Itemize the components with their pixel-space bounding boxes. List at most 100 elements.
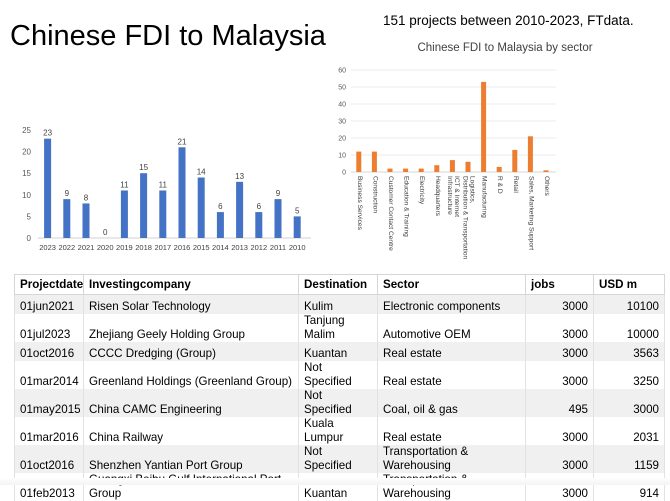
sector-bar <box>449 160 455 172</box>
table-cell: CCCC Dredging (Group) <box>83 342 299 361</box>
year-bar <box>197 177 205 238</box>
table-row: 01mar2016 China Railway Kuala Lumpur Real e… <box>14 417 665 445</box>
table-row: 01oct2016 Shenzhen Yantian Port Group Not … <box>14 445 665 473</box>
fdi-by-sector-chart: 0 10 20 30 40 50 60 Business Services Constructi… <box>338 68 556 260</box>
sector-x-tick-label: Headquarters <box>434 176 441 217</box>
year-bar <box>120 190 128 238</box>
sector-bar <box>527 136 533 172</box>
slide-subtitle: 151 projects between 2010-2023, FTdata. <box>383 13 634 28</box>
year-x-tick-label: 2019 <box>116 243 133 252</box>
sector-bar <box>434 165 440 172</box>
year-x-tick-label: 2011 <box>270 243 286 252</box>
sector-x-tick-label-line: Infrastructure <box>446 176 453 215</box>
table-cell: 01jun2021 <box>14 294 84 314</box>
table-cell: Real estate <box>377 417 526 445</box>
year-bar <box>216 212 224 238</box>
year-bar-data-label: 6 <box>257 202 262 211</box>
table-cell: Shenzhen Yantian Port Group <box>83 445 299 473</box>
table-cell: Electronic components <box>377 294 526 314</box>
table-cell: 3250 <box>593 361 665 389</box>
table-cell: 3000 <box>525 294 594 314</box>
col-header-investingcompany: Investingcompany <box>83 274 299 295</box>
table-cell: Kulim <box>298 294 378 314</box>
year-bar <box>274 199 282 238</box>
year-y-tick-label: 5 <box>27 212 32 221</box>
year-x-tick-label: 2018 <box>135 243 152 252</box>
year-bar-data-label: 11 <box>120 180 129 189</box>
table-cell: Not Specified <box>298 361 378 389</box>
table-cell: 2031 <box>593 417 665 445</box>
table-cell: Coal, oil & gas <box>377 389 526 417</box>
year-x-tick-label: 2015 <box>193 243 210 252</box>
table-cell: 3000 <box>525 314 594 342</box>
year-bar <box>178 147 186 238</box>
sector-bar <box>512 149 518 172</box>
year-y-tick-label: 15 <box>22 169 31 178</box>
sector-y-tick-label: 0 <box>342 170 346 177</box>
year-bar-data-label: 23 <box>43 129 52 138</box>
sector-x-tick-label-line: Others <box>543 176 550 196</box>
table-cell: 01mar2014 <box>14 361 84 389</box>
table-cell: 01may2015 <box>14 389 84 417</box>
year-x-tick-label: 2014 <box>212 243 229 252</box>
sector-y-tick-label: 50 <box>338 85 346 92</box>
year-bar-data-label: 13 <box>235 172 244 181</box>
fdi-projects-table: Projectdate Investingcompany Destination… <box>14 274 665 501</box>
sector-y-tick-label: 30 <box>338 119 346 126</box>
table-row: 01jul2023 Zhejiang Geely Holding Group Tan… <box>14 314 665 342</box>
sector-x-tick-label-line: Retail <box>512 176 519 193</box>
sector-x-tick-label-line: Headquarters <box>434 176 441 217</box>
sector-x-tick-label: Others <box>543 176 550 196</box>
year-bar-data-label: 6 <box>218 202 223 211</box>
sector-x-tick-label: Logistics,Distribution & Transportation <box>462 176 476 260</box>
table-cell: Kuala Lumpur <box>298 417 378 445</box>
sector-x-tick-label-line: Sales, Marketing Support <box>527 176 534 250</box>
year-x-tick-label: 2017 <box>154 243 171 252</box>
table-row: 01may2015 China CAMC Engineering Not Speci… <box>14 389 665 417</box>
sector-x-tick-label-line: R & D <box>496 176 503 194</box>
year-x-tick-label: 2020 <box>97 243 114 252</box>
sector-x-tick-label-line: Electricity <box>418 176 425 205</box>
table-cell: Not Specified <box>298 445 378 473</box>
footer-strip <box>0 478 670 485</box>
sector-bar <box>356 151 362 172</box>
sector-bar <box>371 151 377 172</box>
year-bar-data-label: 5 <box>295 206 300 215</box>
col-header-jobs: jobs <box>525 274 594 295</box>
year-x-tick-label: 2016 <box>174 243 191 252</box>
sector-bar <box>543 170 549 172</box>
year-x-tick-label: 2013 <box>231 243 248 252</box>
table-cell: 3000 <box>525 361 594 389</box>
year-y-tick-label: 10 <box>22 191 31 200</box>
table-cell: 1159 <box>593 445 665 473</box>
sector-y-tick-label: 40 <box>338 102 346 109</box>
table-cell: Tanjung Malim <box>298 314 378 342</box>
year-bar <box>236 181 244 238</box>
sector-x-tick-label-line: Education & Training <box>403 176 410 237</box>
table-cell: Greenland Holdings (Greenland Group) <box>83 361 299 389</box>
year-y-tick-label: 25 <box>22 126 31 135</box>
sector-bar <box>465 161 471 172</box>
year-bar <box>255 212 263 238</box>
sector-x-tick-label: Education & Training <box>403 176 410 237</box>
fdi-by-year-chart: 0 5 10 15 20 25 23 2023 9 2022 8 2021 0 2020 11 2019 15 2… <box>22 126 311 252</box>
year-bar-data-label: 9 <box>276 189 281 198</box>
table-cell: 10000 <box>593 314 665 342</box>
sector-x-tick-label: Sales, Marketing Support <box>527 176 534 250</box>
sector-x-tick-label-line: Manufacturing <box>481 176 488 218</box>
table-cell: 01oct2016 <box>14 342 84 361</box>
table-cell: 495 <box>525 389 594 417</box>
year-bar <box>63 199 71 238</box>
sector-x-tick-label: Construction <box>371 176 378 213</box>
year-bar-data-label: 21 <box>178 137 187 146</box>
sector-bar <box>403 168 409 172</box>
sector-x-tick-label: Electricity <box>418 176 425 205</box>
table-cell: 01oct2016 <box>14 445 84 473</box>
table-cell: China Railway <box>83 417 299 445</box>
sector-y-tick-label: 60 <box>338 68 346 75</box>
year-bar-data-label: 14 <box>197 168 206 177</box>
table-header-row: Projectdate Investingcompany Destination… <box>14 274 665 295</box>
sector-y-tick-label: 10 <box>338 153 346 160</box>
year-bar-data-label: 11 <box>159 180 168 189</box>
year-x-tick-label: 2023 <box>39 243 56 252</box>
